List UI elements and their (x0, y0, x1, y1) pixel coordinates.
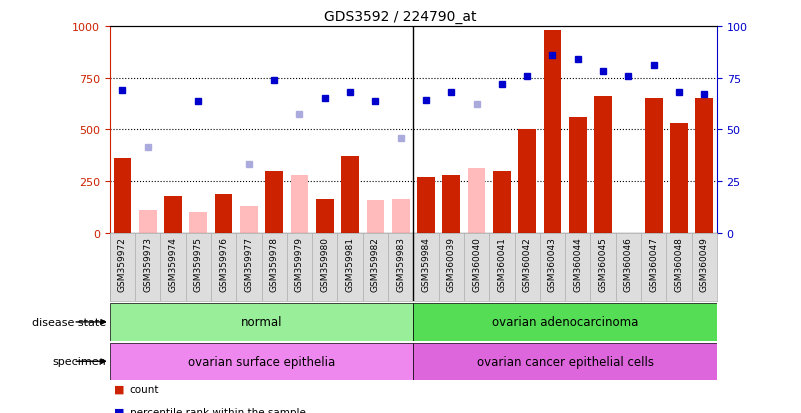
Bar (110, 343, 413, 380)
Text: GSM359975: GSM359975 (194, 237, 203, 292)
Bar (468, 169, 485, 233)
Text: normal: normal (241, 316, 282, 329)
Text: GSM360043: GSM360043 (548, 237, 557, 292)
Text: disease state: disease state (31, 317, 106, 327)
Text: GSM360048: GSM360048 (674, 237, 683, 292)
Text: GSM359984: GSM359984 (421, 237, 430, 292)
Bar (291, 176, 308, 233)
Bar (240, 206, 258, 233)
Bar (139, 211, 156, 233)
Bar (110, 304, 413, 341)
Text: GSM359983: GSM359983 (396, 237, 405, 292)
Bar (413, 304, 717, 341)
Text: ovarian adenocarcinoma: ovarian adenocarcinoma (492, 316, 638, 329)
Bar (518, 130, 536, 233)
Text: GSM360041: GSM360041 (497, 237, 506, 292)
Bar (442, 176, 460, 233)
Bar (569, 118, 586, 233)
Text: GSM359974: GSM359974 (168, 237, 178, 292)
Bar (164, 196, 182, 233)
Text: specimen: specimen (52, 356, 106, 366)
Text: GSM359981: GSM359981 (345, 237, 355, 292)
Bar (341, 157, 359, 233)
Text: GSM359976: GSM359976 (219, 237, 228, 292)
Text: GSM359973: GSM359973 (143, 237, 152, 292)
Bar (544, 31, 562, 233)
Text: GSM359982: GSM359982 (371, 237, 380, 292)
Text: ovarian surface epithelia: ovarian surface epithelia (188, 355, 335, 368)
Text: GSM360049: GSM360049 (700, 237, 709, 292)
Bar (670, 124, 688, 233)
Text: GSM360046: GSM360046 (624, 237, 633, 292)
Text: GSM360044: GSM360044 (574, 237, 582, 291)
Text: ovarian cancer epithelial cells: ovarian cancer epithelial cells (477, 355, 654, 368)
Bar (413, 343, 717, 380)
Text: count: count (130, 384, 159, 394)
Bar (695, 99, 713, 233)
Text: ■: ■ (114, 407, 124, 413)
Text: ■: ■ (114, 384, 124, 394)
Bar (493, 171, 511, 233)
Bar (417, 178, 435, 233)
Text: GSM360042: GSM360042 (523, 237, 532, 291)
Bar (189, 213, 207, 233)
Text: GSM360047: GSM360047 (649, 237, 658, 292)
Text: GSM359980: GSM359980 (320, 237, 329, 292)
Bar (265, 171, 283, 233)
Text: GSM359979: GSM359979 (295, 237, 304, 292)
Bar (215, 194, 232, 233)
Text: percentile rank within the sample: percentile rank within the sample (130, 407, 306, 413)
Text: GDS3592 / 224790_at: GDS3592 / 224790_at (324, 10, 477, 24)
Bar (392, 199, 409, 233)
Text: GSM360045: GSM360045 (598, 237, 607, 292)
Bar (367, 200, 384, 233)
Text: GSM360039: GSM360039 (447, 237, 456, 292)
Text: GSM359978: GSM359978 (270, 237, 279, 292)
Bar (114, 159, 131, 233)
Text: GSM359977: GSM359977 (244, 237, 253, 292)
Bar (645, 99, 662, 233)
Bar (594, 97, 612, 233)
Bar (316, 199, 334, 233)
Text: GSM360040: GSM360040 (472, 237, 481, 292)
Text: GSM359972: GSM359972 (118, 237, 127, 292)
